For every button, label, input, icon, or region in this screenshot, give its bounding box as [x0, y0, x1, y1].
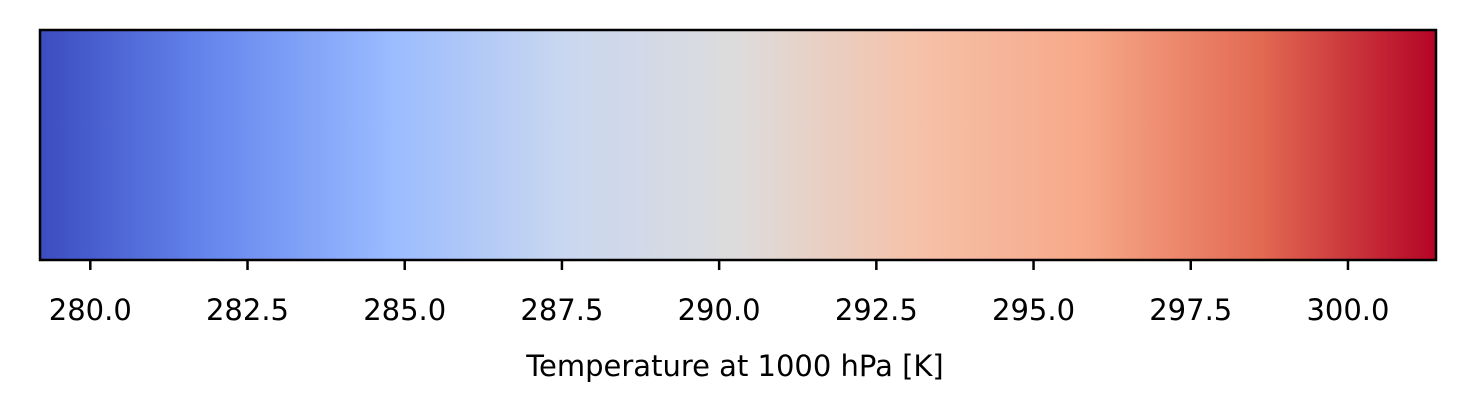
tick-label: 287.5	[520, 293, 603, 327]
tick-group: 280.0 282.5 285.0 287.5 290.0 292.5 295.0 297.5…	[49, 260, 1389, 327]
axis-label: Temperature at 1000 hPa [K]	[525, 349, 944, 383]
tick-label: 295.0	[992, 293, 1075, 327]
colorbar-gradient	[40, 30, 1436, 260]
tick-label: 297.5	[1149, 293, 1232, 327]
tick-label: 282.5	[206, 293, 289, 327]
tick-label: 280.0	[49, 293, 132, 327]
tick-label: 285.0	[363, 293, 446, 327]
tick-label: 300.0	[1306, 293, 1389, 327]
tick-label: 292.5	[835, 293, 918, 327]
colorbar-frame	[38, 28, 1438, 262]
tick-label: 290.0	[678, 293, 761, 327]
